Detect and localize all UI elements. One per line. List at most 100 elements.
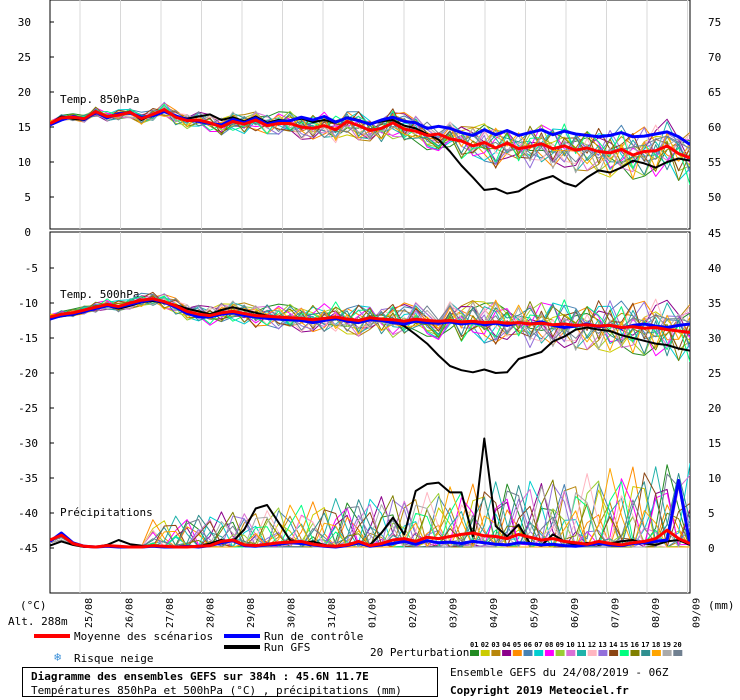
perturbation-color-swatch xyxy=(609,650,619,656)
perturbation-color-swatch xyxy=(523,650,533,656)
y-tick-label-500: -5 xyxy=(25,262,38,275)
panel-label-850: Temp. 850hPa xyxy=(60,93,139,106)
perturbation-color-swatch xyxy=(577,650,586,656)
x-tick-label: 29/08 xyxy=(246,598,257,628)
legend-label-mean: Moyenne des scénarios xyxy=(74,630,213,643)
perturbation-color-swatch xyxy=(502,650,512,656)
chart-subtitle: Températures 850hPa et 500hPa (°C) , pré… xyxy=(31,684,402,697)
legend-label-snow: Risque neige xyxy=(74,652,153,665)
x-tick-label: 02/09 xyxy=(408,598,419,628)
right-tick-label-500: 20 xyxy=(708,402,721,415)
control-line-t850 xyxy=(50,110,690,146)
perturbation-number-label: 08 xyxy=(545,641,553,649)
right-tick-label-500: 10 xyxy=(708,472,721,485)
right-tick-label-850: 60 xyxy=(708,121,721,134)
x-tick-label: 06/09 xyxy=(570,598,581,628)
y-tick-label-500: -25 xyxy=(18,402,38,415)
perturbation-number-label: 17 xyxy=(641,641,649,649)
perturbation-number-label: 02 xyxy=(481,641,489,649)
run-info: Ensemble GEFS du 24/08/2019 - 06Z xyxy=(450,666,669,679)
right-tick-label-850: 65 xyxy=(708,86,721,99)
x-tick-label: 04/09 xyxy=(489,598,500,628)
panel-frame-500 xyxy=(49,231,691,594)
y-tick-label-850: 20 xyxy=(18,86,31,99)
perturbation-number-label: 20 xyxy=(673,641,681,649)
x-tick-label: 03/09 xyxy=(449,598,460,628)
perturbation-color-swatch xyxy=(544,650,554,656)
perturbation-color-swatch xyxy=(566,650,576,656)
right-tick-label-850: 70 xyxy=(708,51,721,64)
right-tick-label-500: 40 xyxy=(708,262,721,275)
y-tick-label-500: -10 xyxy=(18,297,38,310)
altitude-label: Alt. 288m xyxy=(8,615,68,628)
perturbation-number-label: 16 xyxy=(631,641,639,649)
y-tick-label-850: 25 xyxy=(18,51,31,64)
y-tick-label-850: 15 xyxy=(18,121,31,134)
perturbation-number-label: 09 xyxy=(556,641,564,649)
x-tick-label: 09/09 xyxy=(692,598,703,628)
perturbation-color-swatch xyxy=(673,650,683,656)
y-tick-label-500: -15 xyxy=(18,332,38,345)
perturbation-number-label: 13 xyxy=(598,641,606,649)
snowflake-icon: ❄ xyxy=(54,650,61,664)
perturbation-number-label: 12 xyxy=(588,641,596,649)
panel-label-precip: Précipitations xyxy=(60,506,153,519)
y-tick-label-850: 0 xyxy=(24,226,31,239)
mean-line-precip xyxy=(50,528,690,549)
perturbation-color-swatch xyxy=(662,650,672,656)
right-tick-label-500: 5 xyxy=(708,507,715,520)
right-tick-label-500: 25 xyxy=(708,367,721,380)
perturbation-number-label: 10 xyxy=(566,641,574,649)
x-tick-label: 08/09 xyxy=(651,598,662,628)
perturbation-color-swatch xyxy=(619,650,629,656)
x-tick-label: 28/08 xyxy=(206,598,217,628)
y-tick-label-500: -20 xyxy=(18,367,38,380)
right-tick-label-500: 45 xyxy=(708,227,721,240)
perturbation-color-swatch xyxy=(534,650,544,656)
mean-line-t500 xyxy=(50,297,690,334)
perturbation-20-t500 xyxy=(50,293,690,341)
perturbation-number-label: 14 xyxy=(609,641,617,649)
perturbation-color-swatch xyxy=(480,650,490,656)
perturbation-number-label: 15 xyxy=(620,641,628,649)
perturbation-number-label: 18 xyxy=(652,641,660,649)
right-tick-label-500: 35 xyxy=(708,297,721,310)
x-tick-label: 01/09 xyxy=(368,598,379,628)
perturbation-color-swatch xyxy=(598,650,608,656)
right-tick-label-850: 55 xyxy=(708,156,721,169)
y-tick-label-850: 10 xyxy=(18,156,31,169)
perturbation-color-swatch xyxy=(491,650,501,656)
right-tick-label-500: 15 xyxy=(708,437,721,450)
perturbation-color-swatch xyxy=(641,650,651,656)
y-tick-label-500: -45 xyxy=(18,542,38,555)
perturbation-number-label: 03 xyxy=(491,641,499,649)
x-tick-label: 05/09 xyxy=(530,598,541,628)
legend-label-perturbations: 20 Perturbations xyxy=(370,646,476,659)
perturbation-color-swatch xyxy=(630,650,640,656)
legend-label-control: Run de contrôle xyxy=(264,630,363,643)
perturbation-number-label: 04 xyxy=(502,641,510,649)
y-tick-label-500: -30 xyxy=(18,437,38,450)
right-tick-label-850: 50 xyxy=(708,191,721,204)
x-tick-label: 31/08 xyxy=(327,598,338,628)
panel-label-500: Temp. 500hPa xyxy=(60,288,139,301)
right-tick-label-500: 30 xyxy=(708,332,721,345)
x-tick-label: 07/09 xyxy=(611,598,622,628)
perturbation-number-label: 05 xyxy=(513,641,521,649)
perturbation-number-label: 07 xyxy=(534,641,542,649)
x-tick-label: 26/08 xyxy=(125,598,136,628)
perturbation-number-label: 01 xyxy=(470,641,478,649)
perturbation-color-swatch xyxy=(512,650,522,656)
perturbation-number-label: 06 xyxy=(524,641,532,649)
y-axis-unit-left: (°C) xyxy=(20,599,47,612)
perturbation-number-label: 11 xyxy=(577,641,585,649)
copyright: Copyright 2019 Meteociel.fr xyxy=(450,684,629,697)
perturbation-number-label: 19 xyxy=(663,641,671,649)
chart-title: Diagramme des ensembles GEFS sur 384h : … xyxy=(31,670,369,683)
x-tick-label: 30/08 xyxy=(287,598,298,628)
y-axis-unit-right: (mm) xyxy=(708,599,735,612)
legend-label-gfs: Run GFS xyxy=(264,641,310,654)
x-tick-label: 27/08 xyxy=(165,598,176,628)
perturbation-color-swatch xyxy=(470,650,479,656)
y-tick-label-500: -40 xyxy=(18,507,38,520)
